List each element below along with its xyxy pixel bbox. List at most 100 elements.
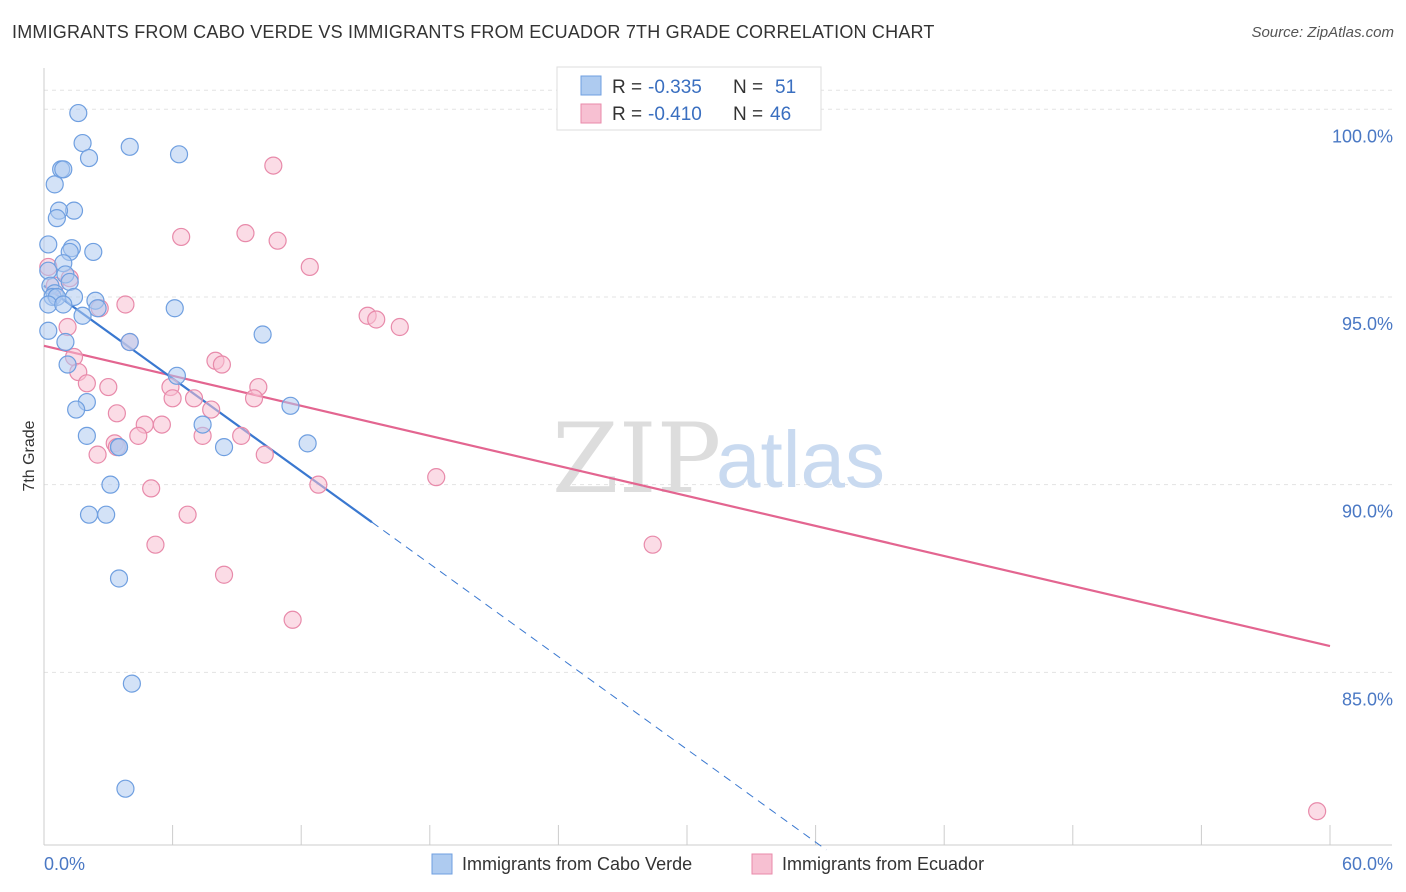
legend-r-label-1: R = — [612, 77, 642, 98]
data-point-ecuador — [129, 426, 148, 445]
y-axis-label: 7th Grade — [21, 420, 38, 491]
data-point-cabo-verde — [193, 415, 212, 434]
data-point-cabo-verde — [45, 175, 64, 194]
data-point-cabo-verde — [56, 332, 75, 352]
data-point-ecuador — [152, 415, 171, 434]
data-point-cabo-verde — [281, 396, 300, 415]
data-point-ecuador — [212, 355, 231, 374]
legend-n-value-1: 51 — [775, 77, 796, 98]
data-point-ecuador — [232, 426, 251, 445]
source-credit: Source: ZipAtlas.com — [1251, 24, 1394, 41]
data-point-cabo-verde — [97, 505, 116, 524]
y-tick-label: 95.0% — [1342, 314, 1393, 334]
x-tick-label-min: 0.0% — [44, 854, 85, 874]
trend-line-cabo-verde-extrapolated — [371, 521, 827, 851]
data-point-ecuador — [427, 468, 446, 487]
data-point-cabo-verde — [165, 299, 184, 318]
legend-r-value-1: -0.335 — [648, 77, 702, 98]
data-point-cabo-verde — [253, 325, 272, 344]
data-point-cabo-verde — [67, 400, 86, 419]
watermark-atlas: atlas — [716, 415, 885, 504]
data-point-cabo-verde — [69, 103, 88, 123]
data-point-cabo-verde — [54, 295, 73, 314]
watermark: ZIP atlas — [552, 403, 885, 515]
data-point-ecuador — [116, 295, 135, 314]
data-point-cabo-verde — [54, 160, 73, 179]
data-point-ecuador — [367, 310, 386, 329]
x-tick-marks — [43, 825, 1331, 845]
data-point-cabo-verde — [79, 505, 99, 524]
data-point-cabo-verde — [120, 332, 139, 352]
y-tick-label: 90.0% — [1342, 502, 1393, 522]
data-point-ecuador — [163, 389, 182, 408]
data-point-cabo-verde — [167, 366, 186, 385]
data-point-cabo-verde — [109, 569, 129, 588]
data-point-ecuador — [178, 505, 197, 524]
x-tick-label-max: 60.0% — [1342, 854, 1393, 874]
y-tick-labels: 85.0% 90.0% 95.0% 100.0% — [1332, 126, 1393, 709]
data-point-ecuador — [309, 475, 328, 494]
data-point-cabo-verde — [39, 321, 58, 340]
legend-r-value-2: -0.410 — [648, 104, 702, 125]
data-point-ecuador — [264, 156, 283, 175]
data-point-cabo-verde — [47, 209, 66, 228]
data-point-cabo-verde — [122, 674, 141, 693]
data-point-ecuador — [643, 535, 662, 554]
data-point-cabo-verde — [101, 475, 120, 494]
legend-swatch-cabo-verde — [580, 75, 602, 96]
y-tick-label: 85.0% — [1342, 689, 1393, 709]
data-point-ecuador — [107, 404, 126, 423]
legend-n-value-2: 46 — [770, 104, 791, 125]
data-point-cabo-verde — [88, 299, 107, 318]
data-point-ecuador — [390, 317, 409, 337]
data-point-cabo-verde — [79, 148, 99, 168]
data-point-cabo-verde — [169, 145, 189, 164]
data-point-ecuador — [268, 231, 287, 250]
series-legend-swatch-cabo-verde — [431, 853, 453, 875]
data-point-ecuador — [283, 610, 302, 629]
trend-lines — [43, 284, 1331, 851]
series-legend-swatch-ecuador — [751, 853, 773, 875]
data-point-ecuador — [184, 389, 204, 408]
data-point-ecuador — [300, 257, 319, 277]
data-point-ecuador — [255, 445, 274, 464]
data-point-cabo-verde — [84, 242, 103, 262]
data-point-cabo-verde — [298, 434, 317, 453]
trend-line-ecuador — [43, 344, 1331, 648]
series-legend-label-cabo-verde: Immigrants from Cabo Verde — [462, 854, 692, 874]
stats-legend: R = -0.335 N = 51 R = -0.410 N = 46 — [556, 66, 822, 131]
data-point-ecuador — [88, 445, 107, 464]
series-legend-label-ecuador: Immigrants from Ecuador — [782, 854, 984, 874]
series-legend: Immigrants from Cabo Verde Immigrants fr… — [431, 853, 984, 875]
series-cabo-verde-points — [39, 103, 317, 798]
data-point-ecuador — [202, 400, 221, 419]
data-point-ecuador — [77, 374, 96, 393]
data-point-ecuador — [244, 389, 264, 408]
data-point-cabo-verde — [73, 133, 92, 153]
data-point-ecuador — [142, 479, 161, 498]
data-point-cabo-verde — [214, 438, 234, 457]
data-point-cabo-verde — [77, 426, 96, 445]
legend-r-label-2: R = — [612, 104, 642, 125]
data-point-cabo-verde — [109, 438, 129, 457]
data-point-cabo-verde — [120, 137, 139, 156]
data-point-cabo-verde — [58, 355, 77, 374]
data-point-ecuador — [236, 224, 255, 243]
legend-n-label-1: N = — [733, 77, 763, 98]
data-point-ecuador — [172, 227, 191, 247]
data-point-cabo-verde — [116, 779, 135, 798]
legend-swatch-ecuador — [580, 103, 602, 124]
data-point-cabo-verde — [39, 235, 58, 254]
data-point-ecuador — [214, 565, 234, 584]
data-point-cabo-verde — [73, 306, 92, 325]
data-point-ecuador — [1308, 802, 1327, 821]
data-point-ecuador — [99, 377, 118, 397]
chart-title: IMMIGRANTS FROM CABO VERDE VS IMMIGRANTS… — [12, 22, 935, 42]
data-point-cabo-verde — [39, 261, 58, 280]
y-tick-label: 100.0% — [1332, 126, 1393, 146]
data-point-ecuador — [146, 535, 165, 554]
legend-n-label-2: N = — [733, 104, 763, 125]
grid-lines — [44, 89, 1392, 673]
data-point-ecuador — [58, 317, 77, 337]
